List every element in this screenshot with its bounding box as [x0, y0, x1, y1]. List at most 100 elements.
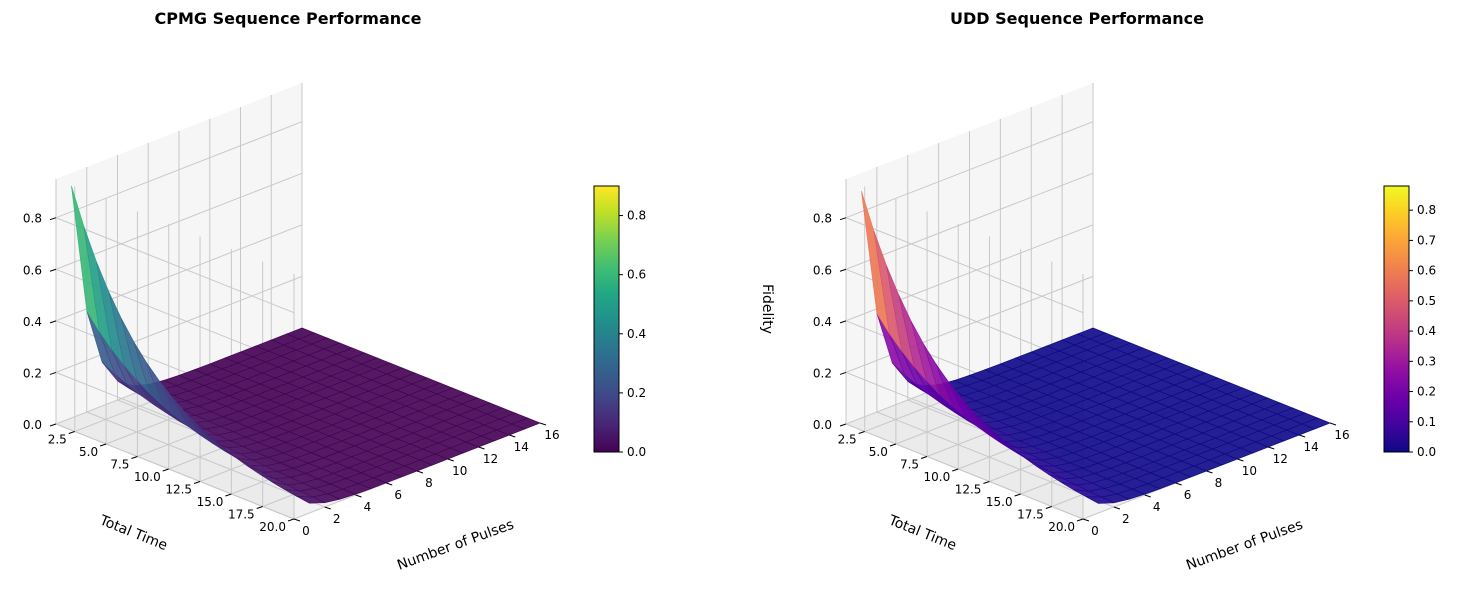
x-tick-label: 12 — [483, 452, 498, 466]
colorbar-tick-label: 0.6 — [627, 268, 646, 282]
x-tick-label: 0 — [1091, 524, 1099, 538]
gridline — [876, 411, 1115, 508]
y-tick — [99, 443, 107, 447]
colorbar-tick-label: 0.1 — [1417, 415, 1436, 429]
x-tick-label: 14 — [514, 440, 529, 454]
z-tick-label: 0.2 — [23, 366, 42, 380]
x-tick — [1237, 458, 1244, 462]
y-tick — [920, 456, 928, 459]
x-tick-label: 8 — [425, 476, 433, 490]
x-tick — [1175, 482, 1182, 486]
y-tick — [287, 518, 295, 522]
surface-cell — [1085, 496, 1115, 504]
z-tick-label: 0.4 — [23, 315, 42, 329]
y-tick — [193, 481, 201, 484]
x-tick-label: 16 — [1334, 428, 1349, 442]
y-tick — [1076, 518, 1084, 522]
surface-plot: 0 2 4 6 8 10 12 14 16 2.5 5.0 7.5 10.0 12.5 15.0 17.5 20… — [759, 83, 1350, 574]
y-axis-label: Total Time — [96, 512, 169, 554]
x-tick-label: 8 — [1215, 476, 1223, 490]
y-tick-label: 5.0 — [869, 445, 888, 459]
z-tick — [839, 217, 847, 221]
x-tick-label: 4 — [364, 500, 372, 514]
z-tick — [49, 217, 57, 221]
y-tick-label: 17.5 — [1017, 508, 1044, 522]
y-tick — [858, 431, 865, 434]
gridline — [86, 411, 325, 508]
y-tick-label: 7.5 — [900, 458, 919, 472]
x-tick — [1082, 518, 1090, 522]
y-tick-label: 12.5 — [165, 483, 192, 497]
y-tick — [889, 443, 897, 447]
x-tick-label: 2 — [1122, 512, 1130, 526]
z-tick-label: 0.0 — [813, 418, 832, 432]
x-tick — [447, 458, 454, 462]
y-tick-label: 15.0 — [986, 495, 1013, 509]
y-tick-label: 20.0 — [1048, 520, 1075, 534]
x-tick-label: 2 — [333, 512, 341, 526]
z-tick-label: 0.8 — [813, 212, 832, 226]
z-tick-label: 0.8 — [23, 212, 42, 226]
colorbar-tick-label: 0.2 — [627, 386, 646, 400]
x-axis-label: Number of Pulses — [395, 517, 516, 574]
colorbar-tick-label: 0.0 — [1417, 445, 1436, 459]
x-tick-label: 10 — [452, 464, 467, 478]
colorbar-tick-label: 0.8 — [1417, 203, 1436, 217]
x-tick-label: 6 — [394, 488, 402, 502]
z-axis-label: Fidelity — [759, 284, 775, 334]
udd-panel: UDD Sequence Performance 0 2 4 6 8 10 12 14 16 2.… — [759, 9, 1436, 574]
x-tick — [1329, 422, 1337, 426]
z-tick — [839, 423, 847, 427]
x-tick — [1298, 434, 1306, 438]
colorbar: 0.0 0.1 0.2 0.3 0.4 0.5 0.6 0.7 0.8 — [1383, 185, 1436, 459]
y-tick-label: 12.5 — [955, 483, 982, 497]
colorbar-tick-label: 0.3 — [1417, 354, 1436, 368]
y-tick — [1045, 506, 1052, 509]
colorbar-tick-label: 0.4 — [1417, 324, 1436, 338]
colorbar-tick-label: 0.6 — [1417, 264, 1436, 278]
x-tick-label: 14 — [1303, 440, 1318, 454]
surface-plot: 0 2 4 6 8 10 12 14 16 2.5 5.0 7.5 10.0 12.5 15.0 17.5 20… — [23, 83, 560, 574]
y-tick — [68, 431, 75, 434]
y-tick-label: 7.5 — [110, 458, 129, 472]
y-tick — [131, 456, 138, 459]
y-tick — [983, 481, 990, 484]
x-tick — [1206, 470, 1213, 474]
y-tick — [162, 468, 169, 472]
x-tick-label: 6 — [1184, 488, 1192, 502]
y-tick-label: 5.0 — [79, 445, 98, 459]
colorbar-tick-label: 0.8 — [627, 209, 646, 223]
x-tick-label: 10 — [1242, 464, 1257, 478]
colorbar-tick-label: 0.0 — [627, 445, 646, 459]
y-tick — [225, 493, 232, 497]
colorbar-gradient — [593, 185, 620, 453]
x-tick-label: 4 — [1153, 500, 1161, 514]
z-tick-label: 0.6 — [23, 263, 42, 277]
colorbar-tick-label: 0.2 — [1417, 385, 1436, 399]
colorbar-tick-label: 0.4 — [627, 327, 646, 341]
y-axis-label: Total Time — [885, 512, 958, 554]
y-tick-label: 17.5 — [228, 508, 255, 522]
chart-title: CPMG Sequence Performance — [155, 9, 422, 28]
x-tick — [509, 434, 516, 438]
surface-cell — [296, 496, 325, 504]
y-tick-label: 15.0 — [197, 495, 224, 509]
z-tick — [839, 320, 847, 324]
z-tick — [49, 371, 57, 375]
y-tick — [952, 468, 959, 472]
x-tick — [293, 518, 301, 522]
x-tick — [1144, 494, 1151, 498]
x-tick — [324, 506, 331, 510]
colorbar-gradient — [1383, 185, 1410, 453]
x-tick — [1268, 446, 1275, 450]
x-tick — [416, 470, 424, 474]
y-tick-label: 2.5 — [48, 433, 67, 447]
z-tick — [49, 268, 57, 272]
chart-title: UDD Sequence Performance — [950, 9, 1204, 28]
z-tick — [839, 268, 847, 272]
y-tick — [256, 506, 263, 509]
x-tick — [1113, 506, 1121, 510]
x-axis-label: Number of Pulses — [1184, 517, 1305, 574]
colorbar: 0.0 0.2 0.4 0.6 0.8 — [593, 185, 646, 459]
